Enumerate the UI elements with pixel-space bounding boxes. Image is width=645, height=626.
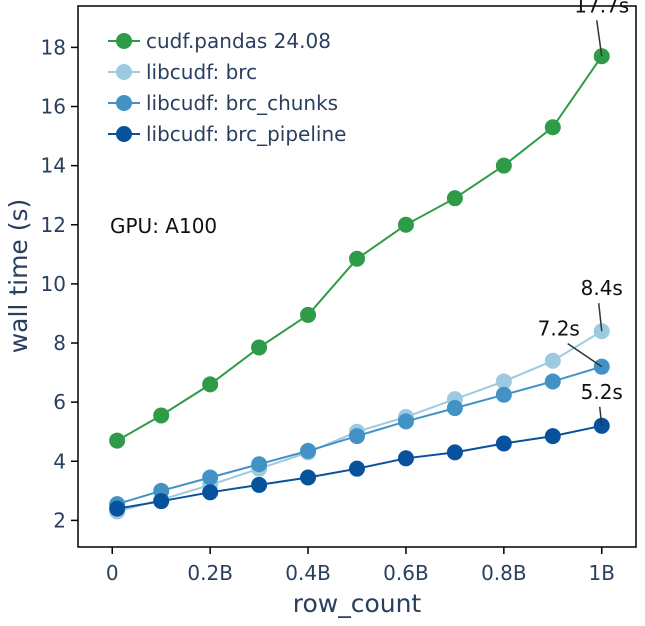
legend-marker: [116, 126, 132, 142]
annotation-arrow: [597, 303, 603, 332]
data-point: [446, 444, 463, 461]
legend-label: libcudf: brc_pipeline: [146, 122, 346, 146]
data-point: [495, 157, 512, 174]
legend-item: libcudf: brc_chunks: [108, 91, 338, 115]
data-point: [397, 413, 414, 430]
y-axis-title: wall time (s): [4, 199, 33, 354]
y-tick-label: 12: [41, 213, 66, 237]
data-point: [202, 484, 219, 501]
data-point: [300, 469, 317, 486]
y-tick-label: 14: [41, 154, 66, 178]
legend-marker: [116, 95, 132, 111]
data-point: [109, 432, 126, 449]
data-point: [397, 216, 414, 233]
legend-marker: [116, 64, 132, 80]
legend-item: libcudf: brc_pipeline: [108, 122, 346, 146]
annotation-label: 5.2s: [581, 380, 623, 404]
data-point: [495, 435, 512, 452]
x-tick-label: 0.6B: [383, 561, 429, 585]
annotation-arrow: [598, 406, 603, 426]
legend: cudf.pandas 24.08 libcudf: brc libcudf: br…: [108, 29, 346, 146]
series-layer: [109, 48, 610, 520]
annotation-label: 17.7s: [574, 0, 629, 17]
annotations: 17.7s 8.4s7.2s 5.2s: [538, 0, 629, 426]
y-tick-label: 10: [41, 272, 66, 296]
data-point: [544, 352, 561, 369]
legend-label: cudf.pandas 24.08: [146, 29, 331, 53]
gpu-note: GPU: A100: [110, 214, 217, 238]
data-point: [397, 450, 414, 467]
data-point: [300, 442, 317, 459]
data-point: [349, 428, 365, 445]
x-tick-label: 1B: [589, 561, 615, 585]
y-tick-label: 8: [53, 331, 66, 355]
plot-area: [77, 5, 637, 548]
data-point: [544, 373, 561, 390]
x-tick-label: 0.4B: [285, 561, 331, 585]
data-point: [593, 48, 610, 65]
annotation-label: 8.4s: [581, 276, 623, 300]
data-point: [300, 306, 317, 323]
data-point: [544, 119, 561, 136]
x-tick-label: 0.2B: [187, 561, 233, 585]
data-point: [202, 376, 219, 393]
data-point: [495, 373, 512, 390]
y-ticks: 2 4 6 8 10 12 14 16 18: [41, 35, 78, 532]
data-point: [153, 407, 170, 424]
x-ticks: 0 0.2B 0.4B 0.6B 0.8B 1B: [106, 547, 615, 585]
x-axis-title: row_count: [293, 589, 422, 618]
y-tick-label: 16: [41, 95, 66, 119]
data-point: [251, 339, 268, 356]
y-tick-label: 18: [41, 35, 66, 59]
annotation-arrow: [595, 20, 603, 57]
legend-item: cudf.pandas 24.08: [108, 29, 331, 53]
series-0: [109, 48, 610, 449]
annotation-label: 7.2s: [538, 317, 580, 341]
y-tick-label: 4: [53, 449, 66, 473]
series-3: [109, 417, 610, 517]
y-tick-label: 2: [53, 508, 66, 532]
annotation-arrow: [567, 343, 603, 368]
data-point: [153, 493, 170, 510]
data-point: [349, 250, 365, 267]
legend-item: libcudf: brc: [108, 60, 257, 84]
data-point: [349, 460, 365, 477]
legend-label: libcudf: brc_chunks: [146, 91, 338, 115]
legend-label: libcudf: brc: [146, 60, 257, 84]
data-point: [544, 428, 561, 445]
x-tick-label: 0: [106, 561, 119, 585]
y-tick-label: 6: [53, 390, 66, 414]
data-point: [109, 500, 126, 517]
data-point: [446, 400, 463, 417]
data-point: [251, 456, 268, 473]
legend-marker: [116, 33, 132, 49]
data-point: [495, 386, 512, 403]
x-tick-label: 0.8B: [481, 561, 527, 585]
data-point: [251, 476, 268, 493]
data-point: [202, 469, 219, 486]
data-point: [446, 190, 463, 207]
